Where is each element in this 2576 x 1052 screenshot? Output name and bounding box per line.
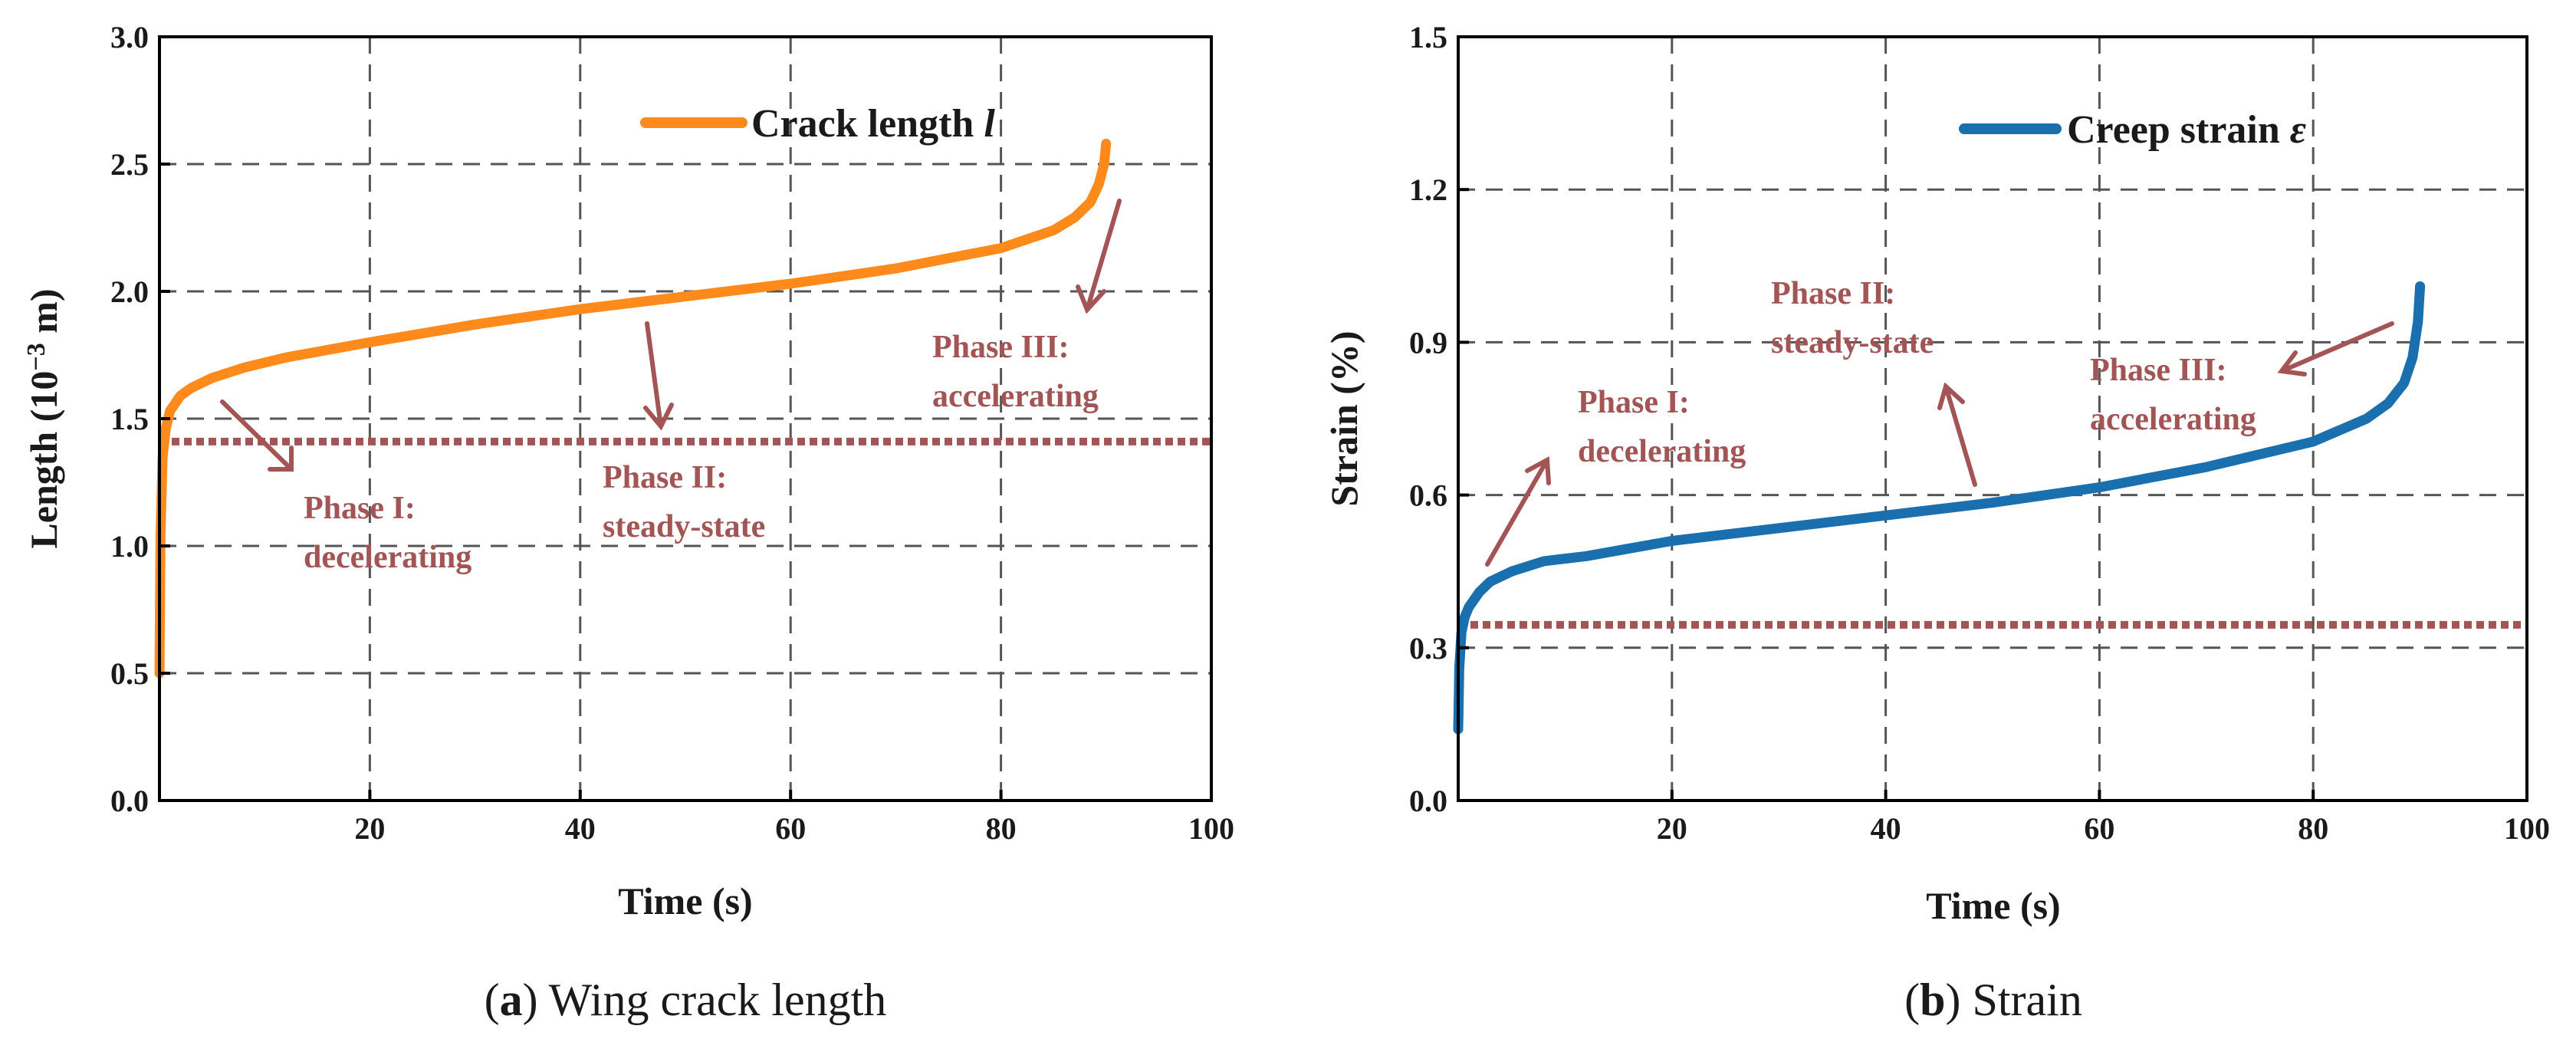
x-tick-label: 80 — [986, 811, 1017, 846]
annotation-phase-1-b: Phase I: decelerating — [1578, 385, 1746, 469]
arrowhead-phase-1-b — [1525, 456, 1551, 485]
x-tick-label: 60 — [2084, 811, 2114, 846]
annotation-phase-1-line-1: Phase I: — [1578, 385, 1690, 420]
y-tick-label: 1.5 — [1409, 20, 1447, 54]
series-line — [154, 138, 1112, 679]
y-tick-label: 0.5 — [110, 656, 149, 691]
chart-panel-a: 20 40 60 80 100 0.0 0.5 1.0 1.5 2.0 2.5 3.0 Crack l… — [22, 20, 1234, 1025]
annotation-phase-2-b: Phase II: steady-state — [1771, 276, 1934, 360]
series-crack-length — [154, 138, 1112, 679]
y-tick-label: 2.0 — [110, 275, 149, 309]
arrowhead-phase-2-b — [1937, 382, 1965, 410]
legend-a: Crack length l — [640, 102, 995, 146]
legend-b: Creep strain ε — [1959, 108, 2306, 152]
arrowhead-phase-2-a — [643, 403, 674, 431]
plot-frame-b — [1457, 35, 2528, 802]
arrow-phase-3-b — [2279, 321, 2394, 373]
x-tick-label: 20 — [354, 811, 385, 846]
annotation-phase-3-line-1: Phase III: — [2090, 353, 2227, 388]
annotation-phase-3-line-1: Phase III: — [932, 330, 1070, 365]
x-tick-label: 80 — [2298, 811, 2328, 846]
arrow-phase-2-b — [1944, 384, 1977, 487]
arrowhead-phase-1-a — [268, 445, 294, 472]
arrowhead-phase-3-b — [2277, 350, 2307, 376]
annotation-phase-2-a: Phase II: steady-state — [603, 460, 765, 544]
annotation-phase-3-b: Phase III: accelerating — [2090, 353, 2256, 437]
annotation-phase-2-line-1: Phase II: — [603, 460, 727, 495]
caption-b: (b) Strain — [1904, 975, 2082, 1025]
x-tick-label: 40 — [1871, 811, 1901, 846]
annotation-phase-1-line-2: decelerating — [1578, 434, 1746, 469]
y-axis-label-b: Strain (%) — [1322, 330, 1365, 506]
y-tick-label: 1.2 — [1409, 173, 1447, 207]
legend-label-crack-length: Crack length l — [751, 102, 995, 146]
y-tick-label: 3.0 — [110, 20, 149, 54]
annotation-phase-3-a: Phase III: accelerating — [932, 330, 1099, 414]
arrowhead-phase-3-a — [1076, 284, 1106, 314]
y-tick-label: 0.0 — [1409, 784, 1447, 818]
chart-panel-b: 20 40 60 80 100 0.0 0.3 0.6 0.9 1.2 1.5 Creep stra… — [1322, 20, 2550, 1025]
annotation-phase-1-line-1: Phase I: — [304, 491, 416, 526]
x-tick-label: 100 — [1188, 811, 1234, 846]
y-tick-label: 1.5 — [110, 402, 149, 436]
annotation-phase-2-line-2: steady-state — [1771, 325, 1934, 360]
series-line — [1453, 281, 2426, 735]
y-tick-label: 2.5 — [110, 147, 149, 182]
x-tick-label: 100 — [2504, 811, 2550, 846]
ticks-a: 20 40 60 80 100 0.0 0.5 1.0 1.5 2.0 2.5 3.0 — [110, 20, 1234, 846]
x-axis-label-b: Time (s) — [1926, 884, 2060, 927]
annotation-phase-1-a: Phase I: decelerating — [304, 491, 472, 575]
y-tick-label: 0.6 — [1409, 478, 1447, 513]
y-axis-label-a: Length (10−3 m) — [22, 288, 65, 548]
annotation-phase-3-line-2: accelerating — [932, 379, 1099, 414]
gridlines-a — [159, 37, 1211, 801]
series-creep-strain — [1453, 281, 2426, 735]
annotation-phase-3-line-2: accelerating — [2090, 402, 2256, 437]
x-tick-label: 60 — [775, 811, 806, 846]
y-tick-label: 0.3 — [1409, 631, 1447, 666]
arrow-phase-1-b — [1485, 458, 1549, 567]
annotation-phase-2-line-1: Phase II: — [1771, 276, 1895, 311]
arrow-phase-3-a — [1085, 199, 1122, 312]
arrow-phase-2-a — [645, 321, 663, 429]
y-tick-label: 1.0 — [110, 529, 149, 564]
arrow-phase-1-a — [220, 399, 294, 472]
caption-a: (a) Wing crack length — [485, 975, 887, 1025]
annotation-phase-2-line-2: steady-state — [603, 509, 765, 544]
x-axis-label-a: Time (s) — [618, 879, 752, 922]
gridlines-b — [1458, 37, 2527, 801]
y-tick-label: 0.9 — [1409, 325, 1447, 360]
y-tick-label: 0.0 — [110, 784, 149, 818]
x-tick-label: 20 — [1657, 811, 1687, 846]
annotation-phase-1-line-2: decelerating — [304, 540, 472, 575]
legend-label-creep-strain: Creep strain ε — [2067, 108, 2306, 152]
ticks-b: 20 40 60 80 100 0.0 0.3 0.6 0.9 1.2 1.5 — [1409, 20, 2550, 846]
x-tick-label: 40 — [565, 811, 596, 846]
